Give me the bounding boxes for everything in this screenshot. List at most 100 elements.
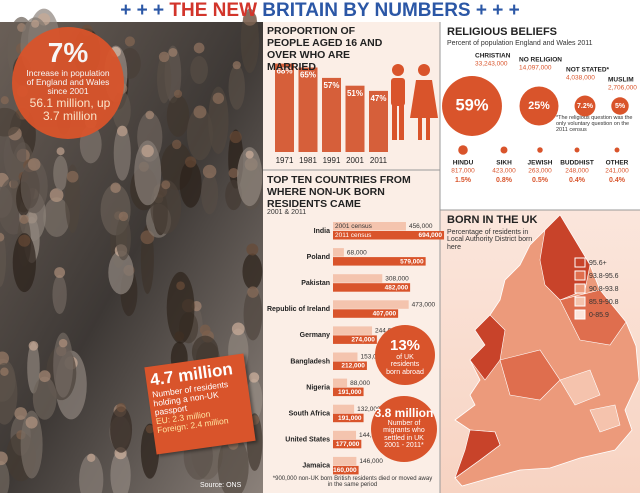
crowd-head [25,416,38,429]
crowd-figure [240,8,259,74]
bubble [458,145,468,155]
bar [275,63,294,152]
bar [369,90,388,152]
value-label: 51% [347,89,363,98]
chart-note: *900,000 non-UK born British residents d… [272,476,433,489]
growth-callout: 7% Increase in population of England and… [12,27,124,139]
value-label: 146,000 [359,458,383,465]
count-label: 248,000 [565,168,589,175]
bar [333,413,364,423]
legend-swatch [574,257,586,268]
category-label: HINDU [453,160,474,167]
value-label: 0.8% [496,177,513,184]
bar [333,222,406,231]
crowd-head [38,370,51,383]
crowd-figure [20,159,48,214]
crowd-figure [0,107,21,137]
category-label: JEWISH [528,160,553,167]
bubble [537,147,543,153]
crowd-figure [208,86,229,154]
y-tick-label: Germany [300,332,330,339]
bubble [574,95,596,117]
bubble [500,146,508,154]
bar [333,404,355,414]
bar [333,300,409,309]
count-label: 2,706,000 [608,85,637,92]
bar [298,67,318,152]
callout-text: Number of migrants who settled in UK 200… [383,420,425,450]
value-label: 68,000 [347,249,367,256]
value-label: 456,000 [409,223,433,230]
value-label: 177,000 [336,441,360,448]
x-tick-label: 1981 [299,156,317,165]
crowd-head [228,167,239,179]
count-label: 4,038,000 [566,75,595,82]
crowd-figure [113,125,131,181]
crowd-head [28,340,39,351]
category-label: NOT STATED* [566,67,610,74]
crowd-figure [201,172,219,215]
crowd-figure [108,250,134,295]
bubble [519,86,559,126]
count-label: 33,243,000 [475,61,508,68]
value-label: 59% [456,96,489,114]
crowd-head [118,211,129,222]
legend-label: 85.9-90.8 [589,299,619,306]
crowd-head [231,322,245,336]
value-label: 308,000 [385,275,409,282]
x-tick-label: 2001 [346,156,364,165]
value-label: 1.5% [455,177,472,184]
legend-swatch [574,283,586,294]
value-label: 5% [615,103,626,110]
bar [333,387,364,397]
title-deco: + + + [475,0,520,21]
value-label: 212,000 [341,363,365,370]
crowd-head [172,139,182,150]
crowd-head [212,92,225,104]
crowd-figure [110,406,133,453]
crowd-figure [166,271,195,344]
category-label: SIKH [496,160,512,167]
crowd-head [0,232,5,242]
crowd-head [199,324,211,336]
crowd-head [173,89,183,98]
bar [333,257,426,266]
y-tick-label: Bangladesh [290,358,330,365]
bar [333,231,445,240]
crowd-figure [217,434,249,493]
value-label: 694,000 [419,232,443,239]
category-label: OTHER [606,160,629,167]
crowd-head [158,51,170,63]
value-label: 47% [370,94,386,103]
callout-text: of UK residents born abroad [386,354,424,376]
chart-note: *The religious question was the only vol… [556,115,633,133]
crowd-figure [27,342,40,394]
value-label: 191,000 [338,389,362,396]
value-label: 88,000 [350,380,370,387]
callout: 13% of UK residents born abroad [375,325,435,385]
crowd-figure [0,231,7,287]
legend-swatch [574,309,586,320]
crowd-head [56,147,65,156]
title-deco: + + + [120,0,165,21]
crowd-figure [243,287,263,341]
chart-title: PROPORTION OF PEOPLE AGED 16 AND OVER WH… [267,25,383,73]
crowd-head [193,42,205,54]
crowd-figure [166,94,190,137]
chart-title: TOP TEN COUNTRIES FROM WHERE NON-UK BORN… [267,174,411,210]
bubble [614,147,620,153]
legend-swatch [574,270,586,281]
passport-callout: 4.7 million Number of residents holding … [144,353,256,455]
value-label: 25% [528,100,550,112]
crowd-figure [43,197,70,237]
callout: 3.8 million Number of migrants who settl… [371,396,437,462]
value-label: 407,000 [373,311,397,318]
callout-total: 56.1 million, up 3.7 million [29,96,111,123]
crowd-head [245,150,254,159]
bar [345,85,365,152]
crowd-head [116,402,126,413]
bar [333,352,358,361]
legend-label: 2001 census [335,223,373,230]
count-label: 817,000 [451,168,475,175]
title: BRITAIN BY NUMBERS [262,0,471,21]
